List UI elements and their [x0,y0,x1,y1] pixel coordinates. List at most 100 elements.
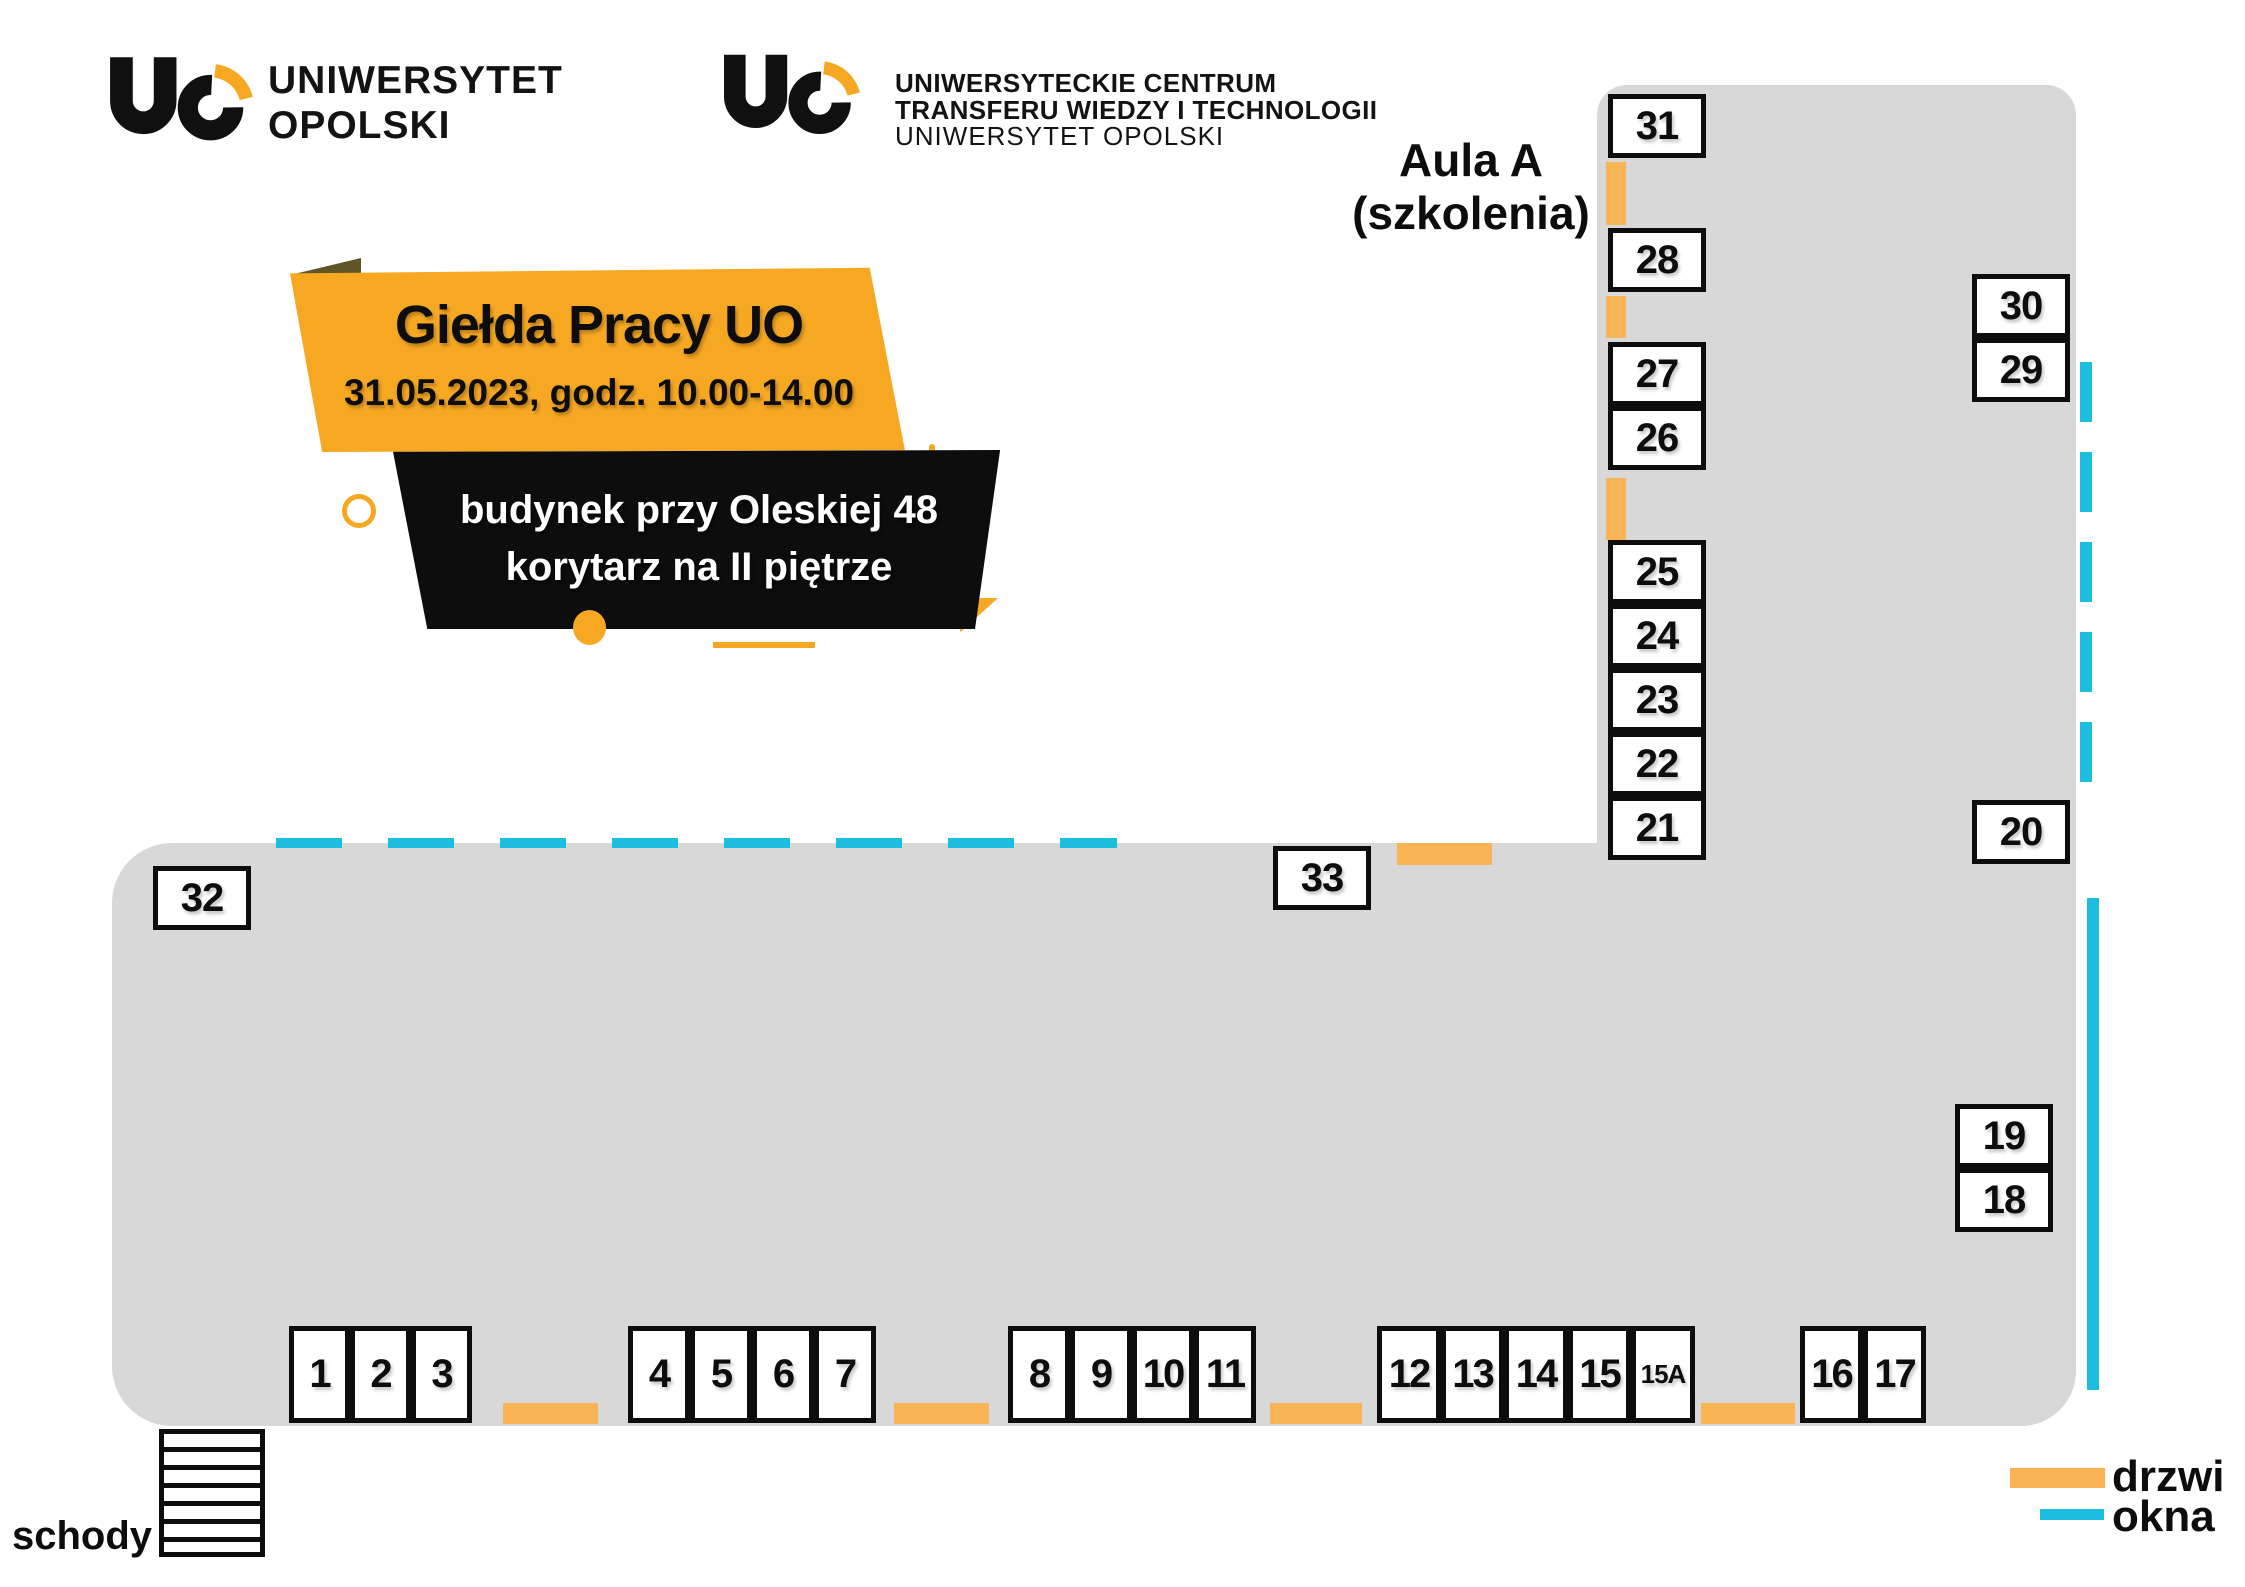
booth-8-box: 8 [1008,1326,1070,1423]
aula-a-line1: Aula A [1399,134,1543,186]
logo-uctt-line3: UNIWERSYTET OPOLSKI [895,121,1225,151]
stand-29-label: 29 [1999,347,2043,392]
logo-uo-text: UNIWERSYTET OPOLSKI [268,58,563,148]
legend-window-label: okna [2112,1492,2215,1541]
booth-15a-box: 15A [1631,1326,1695,1423]
venue-line1: budynek przy Oleskiej 48 [460,488,938,532]
venue-banner: budynek przy Oleskiej 48 korytarz na II … [393,450,1001,629]
booth-16-box: 16 [1800,1326,1863,1423]
logo-uctt-line2: TRANSFERU WIEDZY I TECHNOLOGII [895,94,1378,125]
door-left-wall-2-icon [1606,296,1626,338]
stand-32-box: 32 [153,866,251,930]
uo-logomark-icon [110,57,255,149]
booth-11-box: 11 [1194,1326,1256,1423]
stand-20-label: 20 [1999,809,2043,854]
logo-uctt-text: UNIWERSYTECKIE CENTRUM TRANSFERU WIEDZY … [895,70,1377,150]
stand-18-label: 18 [1982,1177,2026,1222]
aula-a-label: Aula A (szkolenia) [1316,134,1626,240]
booth-4-box: 4 [628,1326,690,1423]
stand-19-box: 19 [1955,1104,2053,1168]
booth-17-label: 17 [1874,1352,1916,1396]
booth-10-box: 10 [1132,1326,1194,1423]
decor-filled-dot-icon [573,610,606,645]
stand-29-box: 29 [1972,338,2070,402]
booth-group-1-3: 1 2 3 [289,1326,472,1423]
decor-underline-icon [713,642,815,648]
stand-23-label: 23 [1635,677,1679,722]
stand-22-box: 22 [1608,732,1706,796]
door-left-wall-3-icon [1606,478,1626,540]
booth-2-label: 2 [370,1352,392,1396]
door-bottom-wall-3-icon [1270,1403,1362,1424]
booth-group-4-7: 4 5 6 7 [628,1326,876,1423]
booth-3-label: 3 [431,1352,453,1396]
stand-33-box: 33 [1273,846,1371,910]
window-solid-right-icon [2087,898,2099,1390]
logo-uctt: UNIWERSYTECKIE CENTRUM TRANSFERU WIEDZY … [0,0,1400,170]
stand-25-box: 25 [1608,540,1706,604]
stand-33-label: 33 [1300,855,1344,900]
door-top-wall-icon [1397,843,1492,865]
legend-window-swatch-icon [2040,1509,2104,1520]
booth-3-box: 3 [411,1326,472,1423]
stairs-label: schody [12,1514,153,1558]
event-banner: Giełda Pracy UO 31.05.2023, godz. 10.00-… [290,267,905,452]
booth-1-label: 1 [309,1352,331,1396]
windows-dashed-top-icon [276,838,1117,848]
booth-10-label: 10 [1142,1352,1185,1396]
stand-25-label: 25 [1635,549,1679,594]
decor-circle-outline-icon [342,494,376,528]
booth-6-label: 6 [772,1352,795,1396]
stand-21-label: 21 [1635,805,1679,850]
booth-5-box: 5 [690,1326,752,1423]
stand-23-box: 23 [1608,668,1706,732]
booth-11-label: 11 [1205,1352,1246,1396]
stand-31-label: 31 [1635,103,1679,148]
booth-7-label: 7 [834,1352,857,1396]
booth-6-box: 6 [752,1326,814,1423]
windows-dashed-right-icon [2080,362,2092,812]
door-bottom-wall-2-icon [894,1403,989,1424]
booth-5-label: 5 [710,1352,733,1396]
stand-18-box: 18 [1955,1168,2053,1232]
stand-19-label: 19 [1982,1113,2026,1158]
stand-27-box: 27 [1608,342,1706,406]
venue-line2: korytarz na II piętrze [505,545,893,589]
booth-13-label: 13 [1452,1352,1494,1396]
booth-4-label: 4 [648,1352,671,1396]
stand-28-label: 28 [1635,237,1679,282]
booth-7-box: 7 [814,1326,876,1423]
logo-uo-line2: OPOLSKI [268,104,451,147]
stand-30-box: 30 [1972,274,2070,338]
booth-1-box: 1 [289,1326,350,1423]
stand-24-box: 24 [1608,604,1706,668]
booth-8-label: 8 [1028,1352,1051,1396]
booth-12-label: 12 [1388,1352,1431,1396]
event-datetime: 31.05.2023, godz. 10.00-14.00 [343,372,855,413]
stand-30-label: 30 [1999,283,2043,328]
stand-21-box: 21 [1608,796,1706,860]
stand-22-label: 22 [1635,741,1679,786]
booth-12-box: 12 [1377,1326,1441,1423]
banner-fold-icon [290,258,361,275]
door-bottom-wall-1-icon [503,1403,598,1424]
stand-26-label: 26 [1635,415,1679,460]
event-title: Giełda Pracy UO [394,295,804,355]
booth-2-box: 2 [350,1326,411,1423]
booth-14-box: 14 [1504,1326,1568,1423]
stairs-icon [159,1429,265,1557]
legend-door-label: drzwi [2112,1452,2225,1501]
legend-door-swatch-icon [2010,1468,2105,1488]
stand-27-label: 27 [1635,351,1679,396]
door-left-wall-1-icon [1606,162,1626,225]
booth-15a-label: 15A [1640,1359,1687,1389]
aula-a-line2: (szkolenia) [1352,187,1590,239]
uctt-logomark-icon [724,54,862,142]
booth-group-12-15a: 12 13 14 15 15A [1377,1326,1695,1423]
stand-32-label: 32 [180,875,224,920]
stand-20-box: 20 [1972,800,2070,864]
booth-9-label: 9 [1090,1352,1113,1396]
logo-uctt-line1: UNIWERSYTECKIE CENTRUM [895,68,1277,98]
booth-14-label: 14 [1515,1352,1558,1396]
booth-15-label: 15 [1579,1352,1621,1396]
